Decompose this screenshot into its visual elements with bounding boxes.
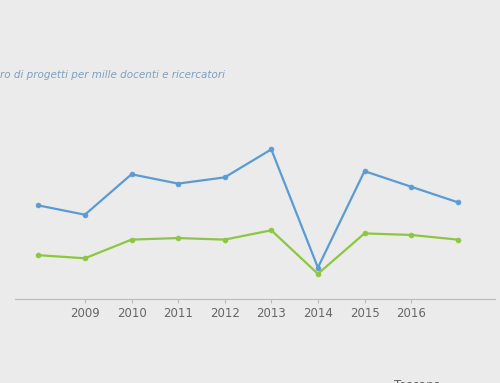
Toscana	[36, 203, 42, 208]
Media nazionale	[408, 232, 414, 237]
Toscana	[454, 200, 460, 205]
Media nazionale	[454, 237, 460, 242]
Line: Toscana: Toscana	[36, 147, 460, 270]
Toscana	[315, 265, 321, 270]
Media nazionale	[36, 253, 42, 257]
Media nazionale	[268, 228, 274, 232]
Toscana	[222, 175, 228, 180]
Toscana	[362, 169, 368, 173]
Legend: Toscana, Media nazionale: Toscana, Media nazionale	[347, 375, 495, 383]
Toscana	[408, 184, 414, 189]
Toscana	[82, 213, 88, 217]
Media nazionale	[82, 256, 88, 260]
Media nazionale	[128, 237, 134, 242]
Media nazionale	[315, 272, 321, 276]
Media nazionale	[222, 237, 228, 242]
Line: Media nazionale: Media nazionale	[36, 228, 460, 276]
Media nazionale	[175, 236, 181, 241]
Toscana	[268, 147, 274, 152]
Text: ro di progetti per mille docenti e ricercatori: ro di progetti per mille docenti e ricer…	[0, 70, 225, 80]
Toscana	[175, 181, 181, 186]
Toscana	[128, 172, 134, 177]
Media nazionale	[362, 231, 368, 236]
